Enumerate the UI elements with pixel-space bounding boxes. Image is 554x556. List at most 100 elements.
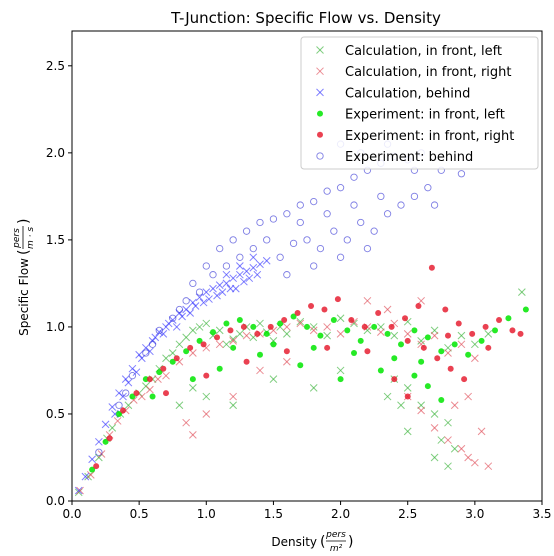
point-s2-26-stroke-b: [249, 263, 258, 272]
point-s1-37: [444, 436, 452, 444]
point-s3-13: [263, 330, 270, 337]
point-s2-22-stroke-b: [222, 279, 231, 288]
point-s1-51: [363, 296, 372, 305]
point-s1-45-stroke-b: [182, 418, 190, 427]
point-s0-38-stroke-b: [403, 317, 412, 326]
point-s0-63-stroke-b: [336, 366, 345, 375]
legend-marker-3: [317, 110, 323, 117]
point-s1-19-stroke-b: [283, 323, 291, 331]
point-s0-22-stroke-b: [236, 330, 244, 338]
point-s2-40-stroke-b: [119, 392, 127, 401]
point-s0-14: [182, 333, 190, 342]
legend-marker-4: [317, 131, 323, 138]
legend-marker-1: [316, 67, 324, 76]
point-s0-12-stroke-b: [168, 349, 177, 357]
point-s3-46: [310, 344, 317, 351]
point-s3-44: [230, 344, 237, 351]
point-s1-14-stroke-b: [215, 340, 224, 349]
point-s4-3: [133, 390, 140, 397]
point-s1-39-stroke-b: [464, 453, 472, 462]
point-s1-49: [256, 366, 264, 375]
point-s1-20: [296, 319, 305, 328]
point-s3-33: [411, 372, 418, 379]
point-s3-39: [297, 362, 304, 369]
point-s1-31: [444, 349, 452, 357]
point-s4-4: [146, 376, 153, 383]
point-s3-41: [216, 365, 223, 372]
x-axis-ticks: 0.0 0.5 1.0 1.5 2.0 2.5 3.0 3.5: [62, 501, 552, 521]
point-s1-48-stroke-b: [229, 392, 237, 401]
point-s3-48: [391, 355, 398, 362]
point-s2-9-stroke-b: [135, 350, 143, 359]
point-s1-36-stroke-b: [430, 424, 439, 432]
point-s3-40: [257, 351, 263, 358]
legend-label-0: Calculation, in front, left: [345, 44, 502, 59]
point-s3-24: [411, 327, 418, 334]
point-s0-20: [222, 340, 231, 349]
point-s4-12: [254, 330, 261, 337]
point-s1-28: [403, 330, 412, 338]
point-s0-11-stroke-b: [162, 354, 170, 363]
point-s4-26: [442, 306, 449, 313]
point-s2-36: [205, 295, 213, 303]
point-s5-59: [310, 262, 318, 270]
point-s4-10: [227, 327, 234, 334]
point-s2-27-stroke-b: [256, 260, 264, 269]
legend-item-2: Calculation, behind: [316, 86, 470, 101]
point-s3-8: [196, 337, 203, 344]
x-tick-label-7: 3.5: [532, 507, 551, 521]
point-s1-44: [464, 392, 472, 401]
legend-marker-0-stroke-b: [316, 46, 324, 54]
point-s2-36-stroke-b: [205, 295, 213, 303]
point-s4-43: [163, 390, 169, 397]
point-s3-23: [398, 341, 404, 348]
point-s0-59-stroke-b: [175, 401, 184, 410]
point-s2-50: [253, 270, 262, 279]
y-axis-ticks: 0.0 0.5 1.0 1.5 2.0 2.5: [46, 59, 72, 508]
point-s3-5: [156, 369, 163, 376]
point-s0-31-stroke-b: [309, 323, 318, 331]
point-s1-14: [215, 340, 224, 349]
point-s2-5: [108, 403, 117, 411]
point-s0-13-stroke-b: [175, 340, 184, 349]
point-s5-54: [323, 210, 331, 218]
point-s5-1: [122, 389, 130, 397]
point-s4-7: [187, 344, 194, 351]
point-s4-8: [200, 341, 207, 348]
point-s1-9: [154, 375, 162, 384]
point-s1-0-stroke-b: [76, 486, 84, 495]
point-s2-49-stroke-b: [240, 277, 248, 286]
point-s1-46: [189, 430, 197, 439]
point-s0-17: [202, 319, 211, 328]
legend-label-3: Experiment: in front, left: [345, 108, 505, 123]
point-s5-53: [296, 218, 304, 227]
point-s5-35: [383, 210, 392, 218]
point-s2-35: [191, 302, 200, 310]
point-s4-41: [243, 358, 250, 365]
legend-marker-0: [316, 46, 324, 54]
point-s0-32-stroke-b: [323, 331, 331, 340]
point-s4-34: [434, 355, 441, 362]
x-tick-label-2: 1.0: [197, 507, 216, 521]
point-s2-24-stroke-b: [236, 270, 244, 279]
point-s1-43-stroke-b: [450, 401, 459, 410]
point-s0-39-stroke-b: [417, 336, 425, 345]
point-s4-23: [402, 315, 409, 322]
point-s4-37: [404, 393, 411, 400]
point-s0-48-stroke-b: [430, 410, 439, 418]
point-s0-32: [323, 331, 331, 340]
point-s5-45: [209, 271, 217, 279]
point-s5-7: [229, 236, 237, 244]
point-s3-31: [505, 315, 512, 322]
point-s2-44-stroke-b: [172, 323, 181, 331]
point-s4-20: [361, 323, 368, 330]
point-s1-16-stroke-b: [242, 331, 251, 340]
series-0: [74, 288, 526, 497]
point-s1-8: [146, 385, 154, 394]
point-s0-8-stroke-b: [142, 382, 150, 390]
point-s2-3-stroke-b: [95, 437, 103, 446]
point-s1-7-stroke-b: [137, 392, 146, 401]
point-s1-42-stroke-b: [477, 427, 486, 436]
point-s2-48: [226, 284, 235, 293]
point-s0-50: [437, 436, 446, 444]
